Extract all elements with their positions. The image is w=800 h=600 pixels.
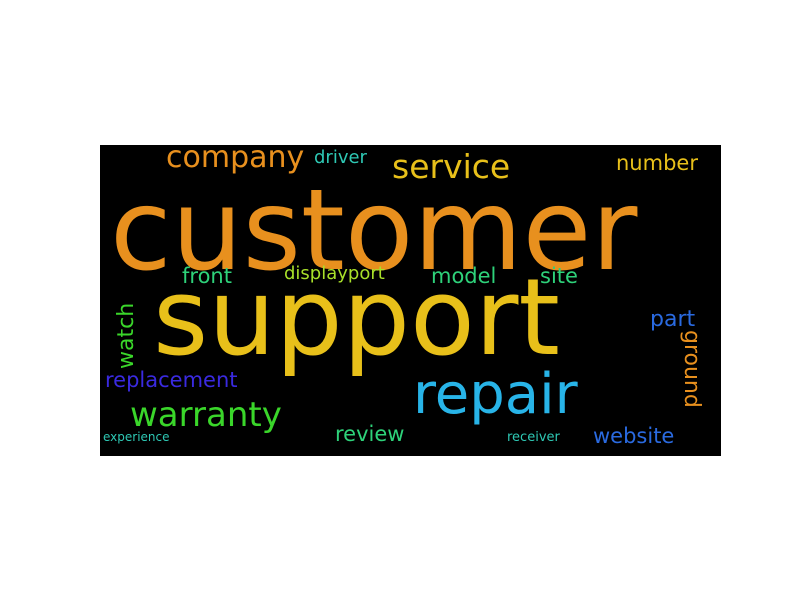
word-ground: ground: [679, 330, 704, 408]
word-number: number: [616, 151, 698, 175]
word-receiver: receiver: [507, 430, 560, 445]
word-repair: repair: [413, 362, 578, 427]
word-front: front: [182, 264, 232, 288]
word-service: service: [392, 147, 511, 186]
word-review: review: [335, 422, 405, 446]
word-support: support: [153, 256, 560, 379]
word-displayport: displayport: [284, 263, 385, 284]
word-watch: watch: [114, 302, 139, 369]
word-driver: driver: [314, 147, 367, 168]
word-site: site: [540, 264, 578, 288]
word-cloud: customer support repair warranty service…: [100, 145, 721, 456]
word-experience: experience: [103, 430, 170, 444]
word-model: model: [431, 264, 497, 288]
word-replacement: replacement: [105, 368, 238, 392]
word-part: part: [650, 307, 696, 332]
word-website: website: [593, 424, 675, 448]
word-customer: customer: [110, 166, 638, 296]
word-company: company: [166, 145, 305, 175]
word-warranty: warranty: [130, 395, 282, 435]
